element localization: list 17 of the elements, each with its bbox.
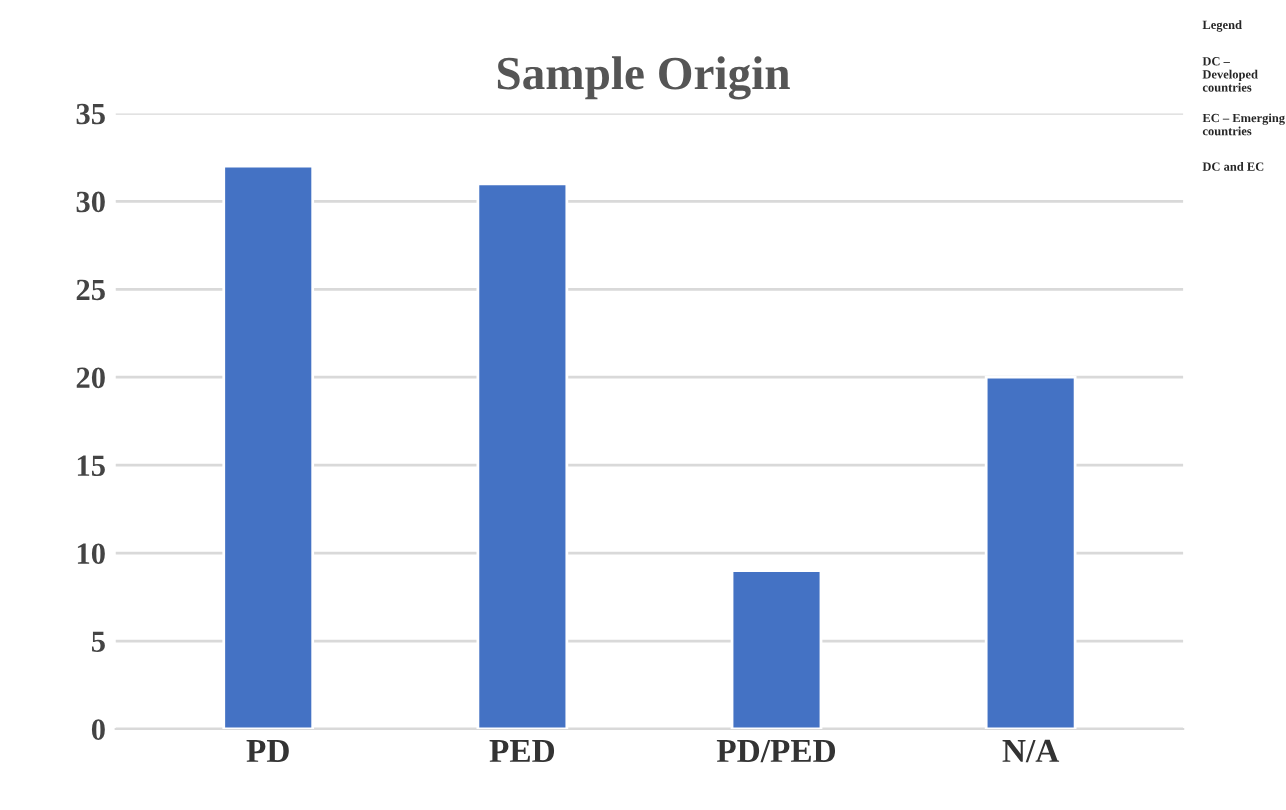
x-tick-label: PD xyxy=(246,740,289,762)
y-tick-label: 15 xyxy=(77,455,105,477)
bar xyxy=(222,164,315,729)
y-tick-label: 20 xyxy=(76,367,105,389)
y-tick-label: 10 xyxy=(77,543,105,565)
bar xyxy=(730,569,823,729)
y-tick-label: 30 xyxy=(76,191,105,213)
bar xyxy=(476,182,569,729)
x-tick-label: PED xyxy=(489,740,555,762)
x-tick-label: PD/PED xyxy=(716,739,836,763)
chart-title: Sample Origin xyxy=(497,56,790,100)
y-tick-label: 5 xyxy=(91,631,105,652)
y-tick-label: 25 xyxy=(76,279,105,301)
x-tick-label: N/A xyxy=(1002,739,1060,763)
y-tick-label: 35 xyxy=(76,103,105,125)
bar xyxy=(984,375,1077,729)
y-tick-label: 0 xyxy=(91,719,105,740)
